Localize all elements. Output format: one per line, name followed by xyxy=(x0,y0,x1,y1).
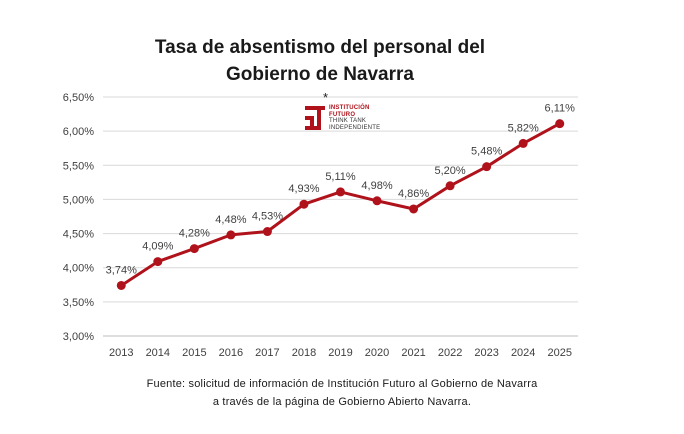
y-axis-tick-labels: 3,00% 3,50% 4,00% 4,50% 5,00% 5,50% 6,00% 6,50% xyxy=(63,92,94,343)
data-label: 4,09% xyxy=(142,241,173,253)
x-tick-label: 2013 xyxy=(109,347,133,359)
x-tick-label: 2022 xyxy=(438,347,462,359)
data-label: 4,48% xyxy=(215,214,246,226)
data-point xyxy=(189,244,199,254)
x-tick-label: 2023 xyxy=(474,347,498,359)
source-note-line-1: Fuente: solicitud de información de Inst… xyxy=(146,378,538,390)
data-label: 5,48% xyxy=(471,146,502,158)
data-label: 6,11% xyxy=(545,103,576,115)
logo-text-line-1: INSTITUCIÓN xyxy=(329,105,370,111)
y-tick-label: 5,50% xyxy=(63,160,94,172)
data-label: 4,28% xyxy=(179,228,210,240)
x-tick-label: 2015 xyxy=(182,347,206,359)
data-points xyxy=(116,119,565,290)
data-label: 5,11% xyxy=(325,171,356,183)
data-labels: 3,74% 4,09% 4,28% 4,48% 4,53% 4,93% 5,11% 4,98%… xyxy=(106,103,575,277)
data-label: 5,20% xyxy=(435,165,466,177)
x-tick-label: 2019 xyxy=(328,347,352,359)
y-tick-label: 5,00% xyxy=(63,194,94,206)
institucion-futuro-logo: * INSTITUCIÓN FUTURO THINK TANK INDEPEND… xyxy=(303,90,393,134)
x-tick-label: 2024 xyxy=(511,347,535,359)
data-point xyxy=(116,280,126,290)
data-point xyxy=(372,196,382,206)
data-point xyxy=(153,257,163,267)
data-label: 4,86% xyxy=(398,188,429,200)
x-tick-label: 2017 xyxy=(255,347,279,359)
data-point xyxy=(262,227,272,237)
chart-title-line-2: Gobierno de Navarra xyxy=(226,64,414,85)
x-tick-label: 2014 xyxy=(146,347,170,359)
chart-title-line-1: Tasa de absentismo del personal del xyxy=(154,37,486,58)
x-tick-label: 2021 xyxy=(401,347,425,359)
data-label: 4,53% xyxy=(252,211,283,223)
logo-text-line-2: FUTURO xyxy=(329,111,356,118)
data-point xyxy=(518,138,528,148)
data-point xyxy=(409,204,419,214)
x-tick-label: 2016 xyxy=(219,347,243,359)
y-tick-label: 3,50% xyxy=(63,297,94,309)
data-point xyxy=(482,162,492,172)
y-tick-label: 4,00% xyxy=(63,263,94,275)
data-point xyxy=(555,119,565,129)
chart-title: Tasa de absentismo del personal del Gobi… xyxy=(0,34,640,88)
data-point xyxy=(336,187,345,197)
data-label: 3,74% xyxy=(106,264,137,276)
line-chart: 3,00% 3,50% 4,00% 4,50% 5,00% 5,50% 6,00% 6,50%… xyxy=(63,92,578,359)
data-point xyxy=(445,181,455,191)
logo-text-line-4: INDEPENDIENTE xyxy=(329,124,381,131)
x-axis-tick-labels: 2013 2014 2015 2016 2017 2018 2019 2020 2021 2022… xyxy=(109,347,572,359)
data-label: 4,93% xyxy=(288,183,319,195)
data-label: 4,98% xyxy=(361,180,392,192)
logo-asterisk: * xyxy=(323,90,329,105)
source-note-line-2: a través de la página de Gobierno Abiert… xyxy=(212,396,472,408)
source-note: Fuente: solicitud de información de Inst… xyxy=(0,375,684,411)
x-tick-label: 2018 xyxy=(292,347,316,359)
y-tick-label: 6,00% xyxy=(63,126,94,138)
data-label: 5,82% xyxy=(508,122,539,134)
data-point xyxy=(226,230,236,240)
data-point xyxy=(299,199,309,209)
x-tick-label: 2025 xyxy=(547,347,571,359)
gridlines xyxy=(103,96,578,337)
logo-text: INSTITUCIÓN FUTURO THINK TANK INDEPENDIE… xyxy=(329,105,380,131)
y-tick-label: 6,50% xyxy=(63,92,94,104)
y-tick-label: 4,50% xyxy=(63,229,94,241)
x-tick-label: 2020 xyxy=(365,347,389,359)
logo-text-line-3: THINK TANK xyxy=(329,118,367,124)
y-tick-label: 3,00% xyxy=(63,331,94,343)
institucion-futuro-logo-mark xyxy=(305,106,325,130)
